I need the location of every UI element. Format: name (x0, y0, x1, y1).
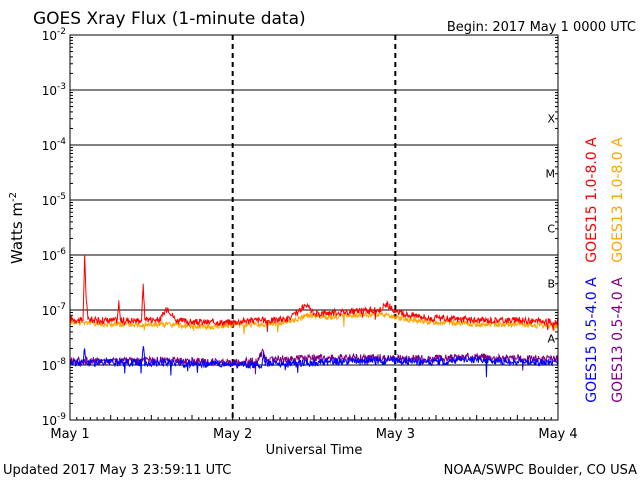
svg-text:Watts m-2: Watts m-2 (8, 192, 26, 264)
legend-entry: GOES15 1.0-8.0 A (584, 137, 600, 263)
flare-class-label: C (547, 223, 555, 236)
flare-class-label: M (546, 168, 556, 181)
series-line (69, 346, 559, 378)
y-tick-label: 10-8 (42, 357, 67, 373)
y-tick-label: 10-5 (42, 192, 66, 208)
y-tick-label: 10-7 (42, 302, 66, 318)
flare-class-labels: X M C B A (546, 113, 556, 346)
legend-entry: GOES15 0.5-4.0 A (584, 277, 600, 403)
x-tick-label: May 4 (538, 427, 577, 442)
y-tick-label: 10-4 (42, 137, 67, 153)
x-tick-label: May 1 (50, 427, 89, 442)
series-line (69, 348, 559, 375)
y-axis-label: Watts m-2 (8, 192, 26, 264)
x-axis-label: Universal Time (266, 443, 363, 458)
legend-entry: GOES13 1.0-8.0 A (610, 137, 626, 263)
flare-class-label: X (547, 113, 555, 126)
legend-entry: GOES13 0.5-4.0 A (610, 277, 626, 403)
flux-series (69, 254, 559, 378)
plot-frame (69, 34, 559, 421)
x-tick-label: May 2 (213, 427, 252, 442)
grid-lines (70, 89, 558, 366)
begin-label: Begin: 2017 May 1 0000 UTC (447, 20, 636, 35)
y-tick-label: 10-9 (42, 412, 67, 428)
y-tick-label: 10-2 (42, 27, 66, 43)
flare-class-label: A (547, 333, 555, 346)
legend: GOES15 1.0-8.0 A GOES13 1.0-8.0 A GOES15 0… (584, 137, 626, 403)
x-tick-label: May 3 (376, 427, 415, 442)
y-axis-label-exponent: -2 (8, 192, 19, 202)
day-divider-lines (231, 35, 397, 420)
credit-label: NOAA/SWPC Boulder, CO USA (444, 463, 637, 478)
y-tick-labels: 10-2 10-3 10-4 10-5 10-6 10-7 10-8 10-9 (42, 27, 67, 428)
series-line (69, 254, 559, 332)
flare-class-label: B (547, 278, 555, 291)
y-axis-label-base: Watts m (8, 202, 26, 264)
y-tick-label: 10-3 (42, 82, 66, 98)
updated-timestamp: Updated 2017 May 3 23:59:11 UTC (3, 463, 231, 478)
x-tick-labels: May 1 May 2 May 3 May 4 (50, 427, 577, 442)
chart-title: GOES Xray Flux (1-minute data) (33, 9, 306, 29)
y-tick-label: 10-6 (42, 247, 67, 263)
